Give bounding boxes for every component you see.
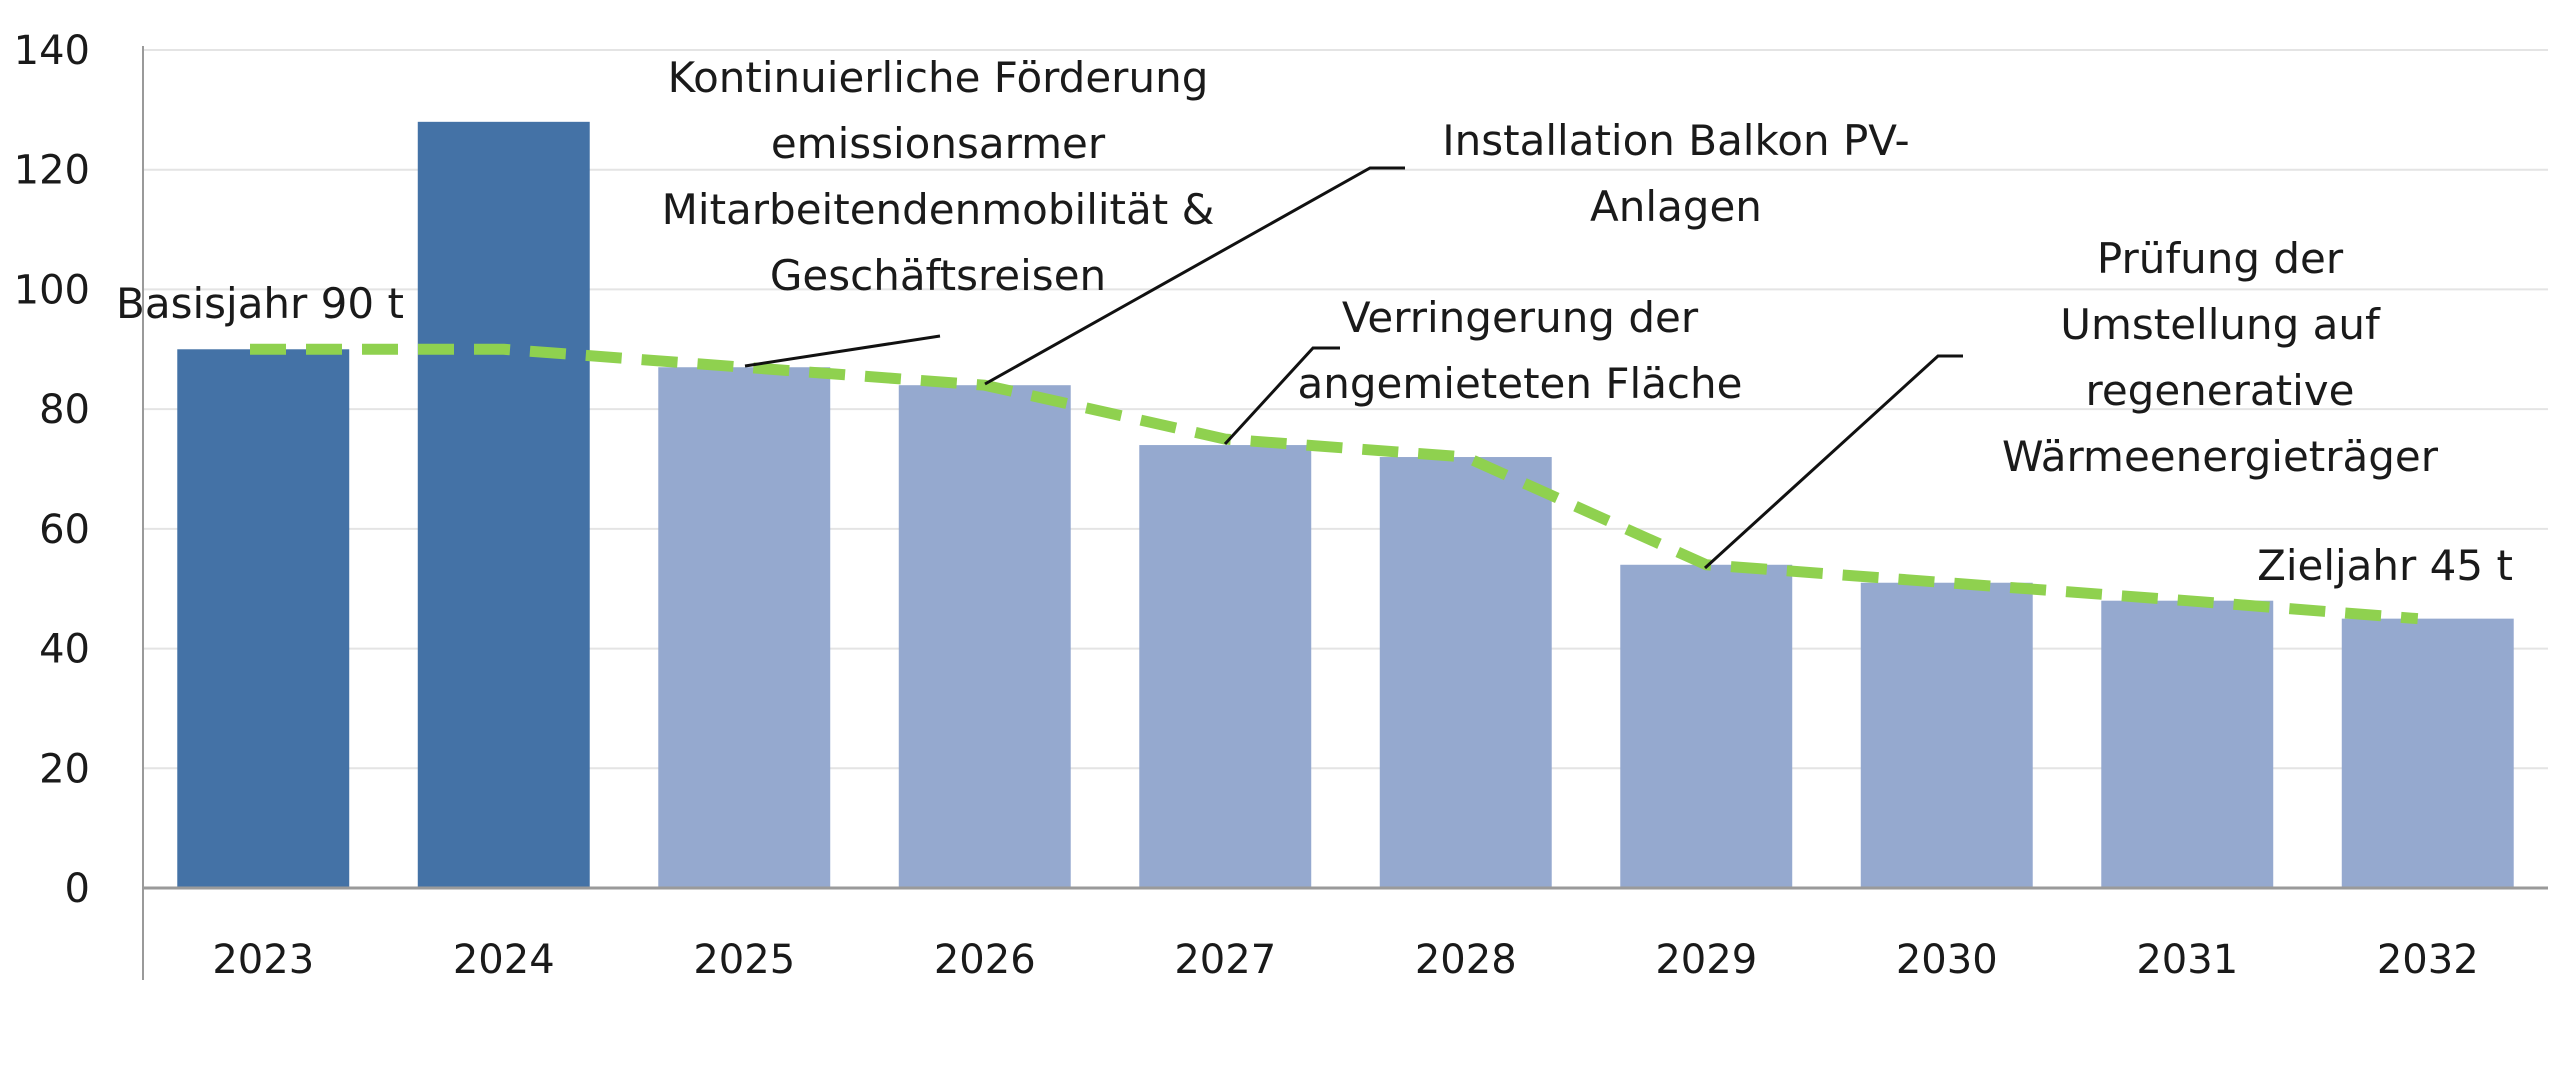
x-tick-label-2023: 2023 [212,937,314,983]
annotation-flaeche-line-1: angemieteten Fläche [1298,359,1743,408]
x-tick-label-2032: 2032 [2377,937,2479,983]
annotation-foerderung-line-1: emissionsarmer [771,119,1106,168]
leader-line-waerme [1703,354,1963,570]
x-tick-label-2025: 2025 [693,937,795,983]
leader-line-flaeche [1223,346,1340,446]
annotation-waerme-line-2: regenerative [2086,366,2355,415]
annotation-balkon-pv-line-1: Anlagen [1590,182,1762,231]
bar-2026 [898,385,1071,888]
annotation-flaeche-line-0: Verringerung der [1342,293,1699,342]
annotation-waerme-line-1: Umstellung auf [2060,300,2381,349]
y-tick-label-100: 100 [14,267,90,313]
annotation-foerderung-line-2: Mitarbeitendenmobilität & [662,185,1215,234]
trend-line [250,343,2419,625]
leader-line-balkon-pv [984,166,1405,386]
bar-2028 [1379,457,1552,888]
y-tick-label-80: 80 [39,387,90,433]
annotation-zieljahr-line-0: Zieljahr 45 t [2257,541,2513,590]
leader-line-foerderung [744,334,941,368]
y-tick-label-40: 40 [39,627,90,673]
y-tick-label-0: 0 [65,866,90,912]
x-axis-ticks: 2023 2024 2025 2026 2027 2028 2029 2030 2031 2032 [212,937,2478,983]
y-tick-label-120: 120 [14,148,90,194]
bar-2031 [2101,600,2274,888]
axes [142,46,2548,980]
annotation-waerme-line-3: Wärmeenergieträger [2002,432,2439,481]
x-tick-label-2028: 2028 [1415,937,1517,983]
bars [177,121,2514,889]
x-tick-label-2027: 2027 [1174,937,1276,983]
bar-2024 [417,121,590,889]
bar-2025 [658,367,831,888]
annotation-basisjahr-line-0: Basisjahr 90 t [116,279,404,328]
bar-2023 [177,349,350,888]
annotation-foerderung-line-3: Geschäftsreisen [770,251,1106,300]
annotations: Basisjahr 90 t Kontinuierliche Förderung e… [116,53,2513,590]
y-tick-label-140: 140 [14,28,90,74]
x-tick-label-2030: 2030 [1896,937,1998,983]
bar-2030 [1860,582,2033,888]
annotation-foerderung-line-0: Kontinuierliche Förderung [668,53,1209,102]
x-tick-label-2024: 2024 [453,937,555,983]
bar-2029 [1620,564,1793,888]
x-tick-label-2026: 2026 [934,937,1036,983]
trend-line-path [250,343,2419,625]
annotation-balkon-pv-line-0: Installation Balkon PV- [1442,116,1909,165]
bar-2032 [2341,618,2514,888]
bar-2027 [1139,445,1312,888]
y-tick-label-20: 20 [39,746,90,792]
x-tick-label-2029: 2029 [1655,937,1757,983]
y-axis-ticks: 0 20 40 60 80 100 120 140 [14,28,90,912]
annotation-waerme-line-0: Prüfung der [2097,234,2344,283]
y-tick-label-60: 60 [39,507,90,553]
x-tick-label-2031: 2031 [2136,937,2238,983]
